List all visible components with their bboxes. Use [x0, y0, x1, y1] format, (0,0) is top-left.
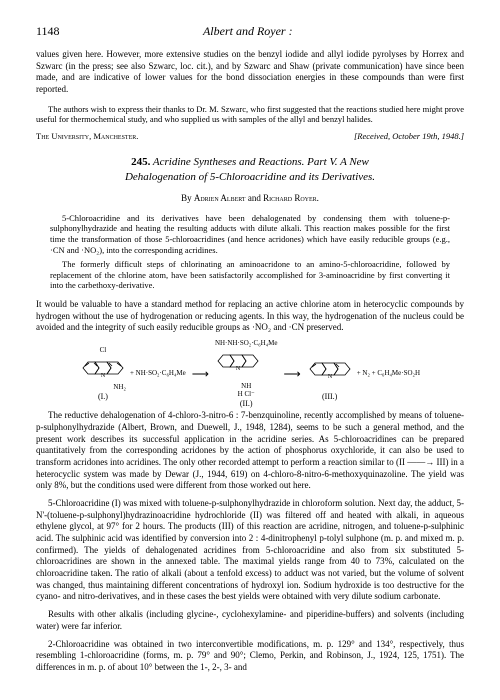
reaction-scheme: Cl N NH₂ (I.) + NH·SO₂·C₆H₄Me ⟶ — [36, 340, 464, 408]
label-III: (III.) — [307, 392, 353, 401]
body-p4: 2-Chloroacridine was obtained in two int… — [36, 639, 464, 674]
label-II: (II.) — [215, 399, 278, 408]
affiliation: The University, Manchester. — [36, 131, 138, 141]
continuation-paragraph: values given here. However, more extensi… — [36, 49, 464, 96]
molecule-I: Cl N NH₂ (I.) — [80, 347, 126, 402]
sub-I-Cl: Cl — [80, 347, 126, 354]
title-line-1: Acridine Syntheses and Reactions. Part V… — [153, 156, 369, 168]
header-spacer — [436, 24, 464, 39]
molecule-II: NH·NH·SO₂·C₆H₄Me N NH H Cl⁻ (II.) — [215, 340, 278, 408]
intro-paragraph: It would be valuable to have a standard … — [36, 299, 464, 334]
received-date: [Received, October 19th, 1948.] — [354, 131, 464, 141]
label-I: (I.) — [80, 392, 126, 401]
acridine-ring-icon: N — [215, 347, 261, 383]
running-header: 1148 Albert and Royer : — [36, 24, 464, 39]
arrow-icon: ⟶ — [190, 367, 211, 382]
body-p1: The reductive dehalogenation of 4-chloro… — [36, 410, 464, 492]
product-tail: + N₂ + C₆H₄Me·SO₂H — [357, 370, 420, 377]
author-1: Adrien Albert — [194, 193, 246, 203]
svg-text:N: N — [101, 373, 106, 379]
arrow-icon: ⟶ — [281, 367, 302, 382]
article-number: 245. — [131, 156, 150, 168]
and-label: and — [246, 193, 264, 203]
running-head: Albert and Royer : — [60, 24, 436, 39]
svg-text:N: N — [236, 366, 241, 372]
body-p2: 5-Chloroacridine (I) was mixed with tolu… — [36, 498, 464, 603]
sub-II-mid2: H Cl⁻ — [215, 391, 278, 398]
acridine-ring-icon: N — [80, 354, 126, 390]
acridine-ring-icon: N — [307, 355, 353, 391]
svg-text:N: N — [328, 374, 333, 380]
author-2: Richard Royer. — [263, 193, 319, 203]
abstract-p2: The formerly difficult steps of chlorina… — [50, 259, 450, 291]
abstract-p1: 5-Chloroacridine and its derivatives hav… — [50, 213, 450, 256]
reagent-text: + NH·SO₂·C₆H₄Me — [130, 370, 186, 377]
body-p3: Results with other alkalis (including gl… — [36, 609, 464, 632]
page-number: 1148 — [36, 24, 60, 39]
page-container: 1148 Albert and Royer : values given her… — [0, 0, 500, 700]
authors-line: By Adrien Albert and Richard Royer. — [36, 193, 464, 203]
by-label: By — [181, 193, 194, 203]
article-title: 245. Acridine Syntheses and Reactions. P… — [36, 155, 464, 185]
affiliation-line: The University, Manchester. [Received, O… — [36, 131, 464, 141]
title-line-2: Dehalogenation of 5-Chloroacridine and i… — [125, 171, 375, 183]
molecule-III: N (III.) — [307, 347, 353, 401]
acknowledgement: The authors wish to express their thanks… — [36, 104, 464, 125]
sub-II-top: NH·NH·SO₂·C₆H₄Me — [215, 340, 278, 347]
